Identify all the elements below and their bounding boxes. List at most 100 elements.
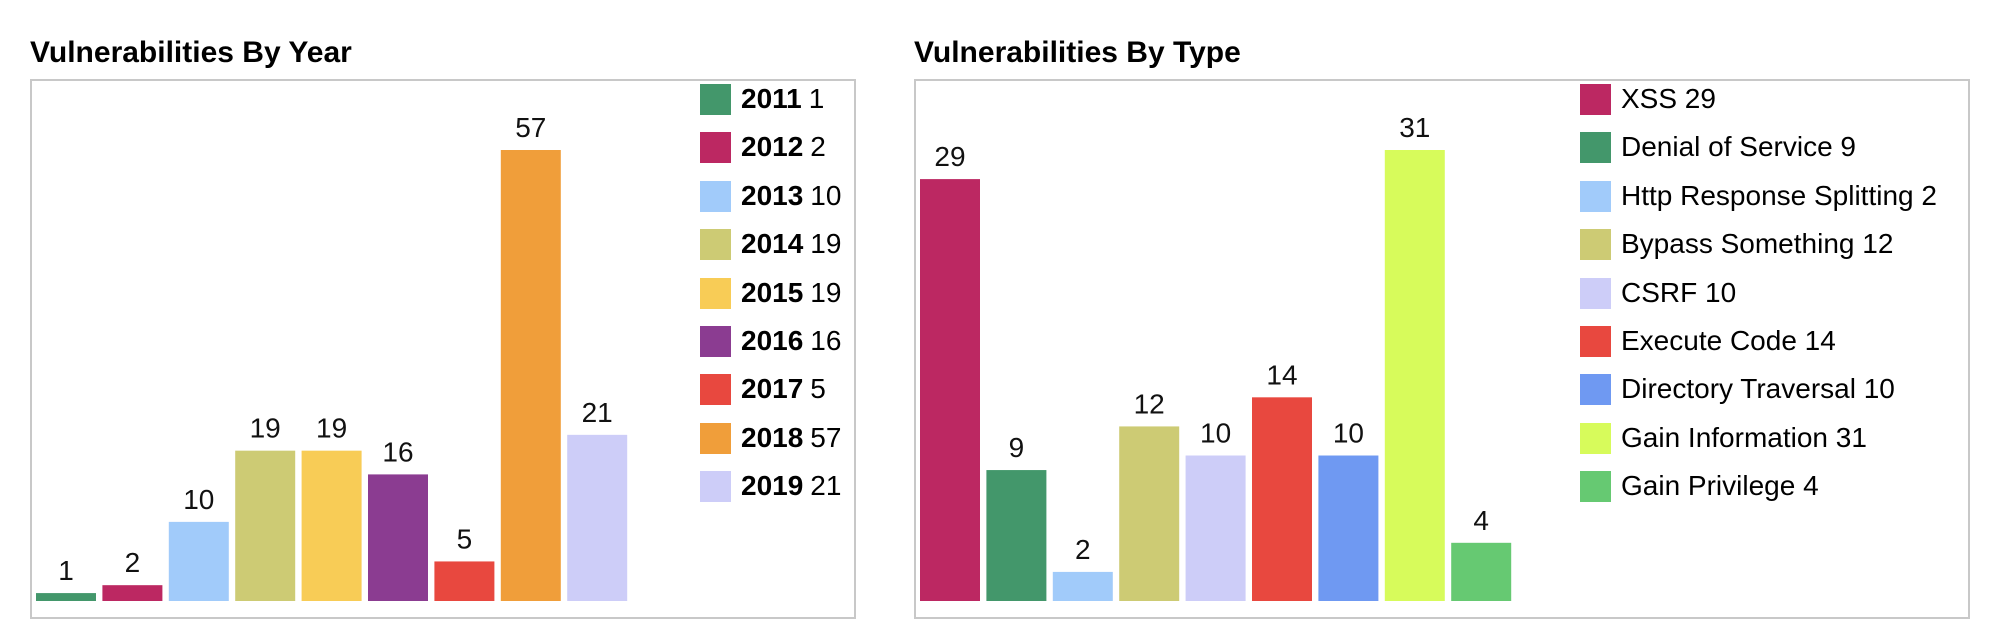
legend-item: 2019 21 [700, 470, 841, 518]
data-label: 4 [1473, 505, 1489, 536]
legend-swatch [700, 277, 731, 309]
legend-label: Directory Traversal 10 [1621, 373, 1895, 405]
legend-name: 2011 [741, 83, 802, 114]
legend-item: 2016 16 [700, 325, 841, 373]
legend: 2011 1 2012 2 2013 10 2014 19 2015 19 2016 16 2017 5 2… [700, 83, 841, 519]
data-label: 5 [457, 523, 473, 554]
bar-csrf [1185, 455, 1246, 601]
legend-label: CSRF 10 [1621, 276, 1737, 308]
bar-execute-code [1252, 397, 1312, 601]
legend-value: 5 [810, 373, 826, 405]
legend-item: 2011 1 [700, 83, 841, 131]
bar-denial-of-service [986, 470, 1047, 601]
legend-label: 2013 10 [741, 180, 841, 212]
legend: XSS 29 Denial of Service 9 Http Response S… [1580, 83, 1937, 519]
data-label: 12 [1134, 388, 1165, 419]
legend-label: XSS 29 [1621, 83, 1716, 114]
legend-label: 2015 19 [741, 277, 841, 309]
data-label: 29 [934, 141, 965, 172]
legend-value: 16 [810, 324, 842, 356]
legend-swatch [1580, 84, 1611, 115]
data-label: 10 [1333, 418, 1364, 449]
legend-label: Denial of Service 9 [1621, 131, 1857, 163]
legend-name: 2017 [741, 373, 804, 405]
bar-gain-information [1384, 150, 1445, 601]
legend-item: 2017 5 [700, 373, 841, 421]
legend-swatch [700, 422, 731, 454]
chart-by-type: Vulnerabilities By Type 29 9 2 12 10 14 10 31 4 … [914, 0, 1970, 644]
data-label: 16 [382, 436, 413, 467]
legend-item: Bypass Something 12 [1580, 228, 1937, 276]
legend-swatch [1580, 471, 1611, 503]
bar-2019 [567, 434, 628, 601]
legend-swatch [700, 325, 731, 357]
plot-frame [30, 79, 856, 619]
legend-name: 2016 [741, 324, 804, 356]
legend-label: 2019 21 [741, 470, 841, 502]
bar-plot: 1 2 10 19 19 16 5 57 21 [36, 112, 628, 601]
data-label: 2 [1075, 534, 1091, 565]
bar-2015 [301, 450, 362, 601]
chart-title: Vulnerabilities By Type [914, 36, 1241, 69]
legend-name: 2013 [741, 179, 804, 211]
bar-http-response-splitting [1052, 571, 1113, 601]
bar-gain-privilege [1451, 542, 1512, 601]
data-label: 14 [1266, 359, 1297, 390]
legend-item: CSRF 10 [1580, 277, 1937, 325]
data-label: 19 [250, 413, 281, 444]
bar-plot: 29 9 2 12 10 14 10 31 4 [920, 112, 1512, 601]
legend-swatch [1580, 277, 1611, 309]
chart-title: Vulnerabilities By Year [30, 36, 352, 69]
legend-name: 2014 [741, 228, 804, 260]
legend-item: Execute Code 14 [1580, 325, 1937, 373]
data-label: 9 [1009, 432, 1025, 463]
legend-item: Gain Information 31 [1580, 422, 1937, 470]
data-label: 1 [58, 555, 74, 586]
bar-2014 [235, 450, 296, 601]
legend-label: 2012 2 [741, 131, 826, 163]
legend-swatch [700, 374, 731, 406]
legend-name: 2019 [741, 470, 804, 502]
legend-item: Directory Traversal 10 [1580, 373, 1937, 421]
bar-2017 [434, 561, 495, 601]
legend-swatch [1580, 374, 1611, 406]
legend-item: Http Response Splitting 2 [1580, 180, 1937, 228]
legend-label: 2011 1 [741, 83, 824, 115]
legend-label: Bypass Something 12 [1621, 228, 1894, 260]
data-label: 31 [1399, 112, 1430, 143]
legend-swatch [1580, 229, 1611, 261]
legend-swatch [1580, 180, 1611, 212]
legend-value: 21 [810, 470, 842, 502]
data-label: 10 [183, 484, 214, 515]
legend-name: 2015 [741, 276, 804, 308]
bar-2011 [36, 593, 96, 601]
legend-value: 19 [810, 276, 842, 308]
legend-item: Gain Privilege 4 [1580, 470, 1937, 518]
legend-value: 2 [810, 131, 826, 163]
legend-swatch [1580, 325, 1611, 357]
legend-name: 2012 [741, 131, 804, 163]
legend-swatch [700, 132, 731, 164]
legend-label: 2018 57 [741, 422, 841, 454]
legend-value: 1 [808, 83, 825, 114]
legend-value: 19 [810, 228, 842, 260]
legend-label: Execute Code 14 [1621, 324, 1836, 356]
legend-swatch [1580, 132, 1611, 164]
legend-label: Gain Privilege 4 [1621, 470, 1819, 502]
legend-item: 2014 19 [700, 228, 841, 276]
legend-item: 2015 19 [700, 277, 841, 325]
legend-item: 2012 2 [700, 131, 841, 179]
legend-label: Gain Information 31 [1621, 421, 1867, 453]
data-label: 2 [125, 547, 141, 578]
bar-xss [920, 179, 980, 601]
legend-item: 2013 10 [700, 180, 841, 228]
legend-swatch [700, 471, 731, 503]
chart-by-year: Vulnerabilities By Year 1 2 10 19 19 16 5 57 21 … [30, 0, 856, 644]
legend-swatch [700, 229, 731, 261]
legend-swatch [1580, 422, 1611, 454]
legend-name: 2018 [741, 421, 804, 453]
bar-directory-traversal [1318, 455, 1379, 601]
plot-frame [914, 79, 1970, 619]
legend-value: 57 [810, 421, 842, 453]
legend-swatch [700, 84, 731, 115]
